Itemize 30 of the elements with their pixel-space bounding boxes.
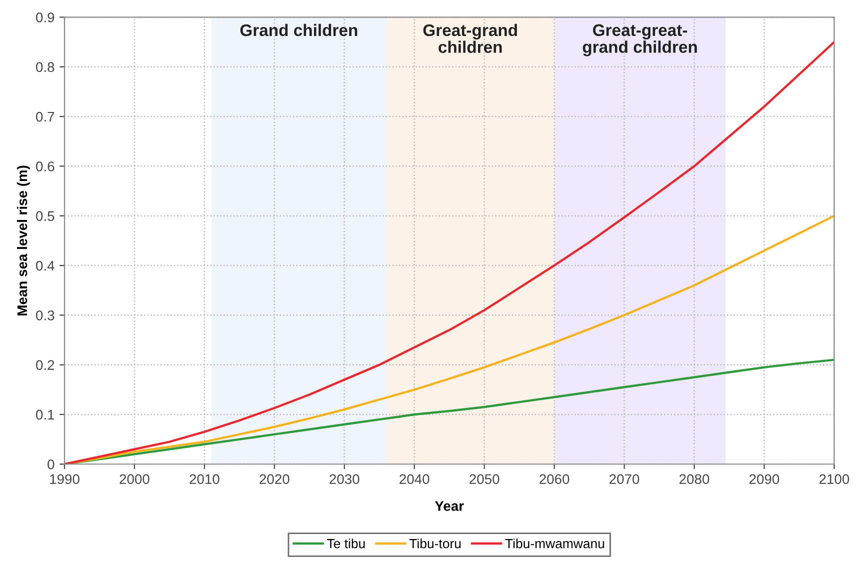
- x-tick-label: 2080: [680, 474, 710, 484]
- x-tick-label: 2030: [330, 474, 360, 484]
- x-axis-title: Year: [434, 501, 464, 511]
- y-tick-label: 0.4: [36, 260, 54, 271]
- y-tick-label: 0.8: [36, 62, 54, 72]
- y-tick-label: 0.1: [36, 410, 54, 420]
- x-tick-label: 2060: [540, 474, 570, 484]
- x-tick-label: 2090: [749, 474, 780, 484]
- x-tick-label: 2100: [819, 474, 850, 484]
- x-tick-label: 2040: [400, 474, 430, 484]
- x-tick-label: 2010: [190, 474, 220, 484]
- band-label: Great-grand children: [423, 24, 517, 53]
- y-tick-label: 0.7: [36, 112, 54, 122]
- y-tick-label: 0.2: [36, 360, 54, 370]
- band-label: Great-great- grand children: [582, 24, 697, 56]
- y-tick-label: 0.9: [36, 12, 54, 22]
- band-label: Grand children: [240, 24, 358, 36]
- x-tick-label: 2070: [610, 474, 640, 484]
- y-tick-label: 0: [48, 459, 54, 470]
- x-tick-label: 2050: [470, 474, 500, 484]
- legend-label: Te tibu: [327, 538, 365, 548]
- legend-label: Tibu-mwamwanu: [505, 538, 604, 548]
- legend-label: Tibu-toru: [409, 538, 461, 548]
- y-tick-label: 0.5: [36, 211, 54, 221]
- y-tick-label: 0.3: [36, 310, 54, 320]
- x-tick-label: 2020: [260, 474, 290, 484]
- y-tick-label: 0.6: [36, 162, 54, 172]
- x-tick-label: 2000: [120, 474, 150, 484]
- x-tick-label: 1990: [50, 474, 80, 484]
- y-axis-title: Mean sea level rise (m): [16, 166, 30, 316]
